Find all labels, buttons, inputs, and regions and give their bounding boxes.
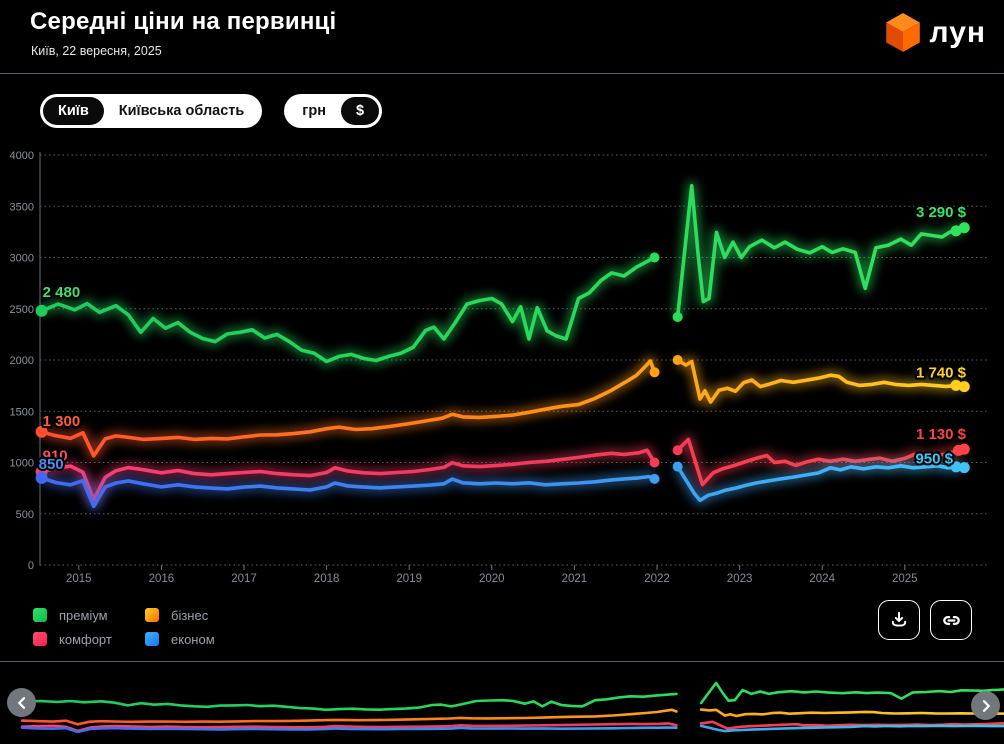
- chevron-left-icon: [17, 696, 25, 709]
- svg-text:1 130 $: 1 130 $: [916, 426, 967, 443]
- region-option-kyiv-oblast[interactable]: Київська область: [103, 97, 260, 125]
- region-option-kyiv[interactable]: Київ: [43, 97, 104, 125]
- svg-text:2017: 2017: [231, 573, 257, 585]
- page-subtitle: Київ, 22 вересня, 2025: [31, 44, 162, 58]
- svg-text:2019: 2019: [396, 573, 422, 585]
- lun-cube-icon: [885, 13, 920, 52]
- lun-logo: лун: [884, 12, 986, 54]
- currency-option-usd[interactable]: $: [340, 97, 380, 125]
- svg-text:2021: 2021: [562, 573, 588, 585]
- brand-wordmark: лун: [929, 16, 986, 49]
- svg-text:850: 850: [39, 456, 64, 473]
- download-icon: [891, 611, 907, 627]
- svg-text:2025: 2025: [892, 573, 918, 585]
- svg-text:3500: 3500: [10, 201, 34, 213]
- legend-item-econom: економ: [145, 627, 215, 651]
- legend-item-premium: преміум: [33, 603, 145, 627]
- header-separator: [0, 73, 1004, 74]
- copy-link-button[interactable]: [930, 600, 972, 640]
- navigator-prev-button[interactable]: [7, 688, 36, 717]
- currency-toggle: грн $: [284, 94, 383, 128]
- svg-text:1 300: 1 300: [43, 413, 81, 430]
- svg-text:2015: 2015: [66, 573, 92, 585]
- link-icon: [942, 615, 960, 625]
- svg-text:1500: 1500: [10, 406, 34, 418]
- navigator-separator: [0, 661, 1004, 662]
- chevron-right-icon: [982, 699, 990, 712]
- chart-controls: Київ Київська область грн $: [40, 94, 383, 128]
- svg-text:2000: 2000: [10, 355, 34, 367]
- legend-label: преміум: [59, 607, 108, 623]
- svg-text:2020: 2020: [479, 573, 505, 585]
- svg-text:4000: 4000: [10, 150, 34, 162]
- svg-text:2023: 2023: [727, 573, 753, 585]
- svg-text:1000: 1000: [10, 458, 34, 470]
- header: Середні ціни на первинці Київ, 22 вересн…: [0, 0, 1004, 73]
- region-toggle: Київ Київська область: [40, 94, 263, 128]
- svg-text:2500: 2500: [10, 304, 34, 316]
- legend-label: бізнес: [171, 607, 209, 623]
- page-title: Середні ціни на первинці: [30, 8, 337, 35]
- chart-legend: преміум бізнес комфорт економ: [33, 603, 215, 651]
- svg-text:0: 0: [28, 560, 34, 572]
- business-swatch-icon: [145, 608, 159, 622]
- legend-item-business: бізнес: [145, 603, 215, 627]
- svg-text:2024: 2024: [809, 573, 835, 585]
- svg-text:3 290 $: 3 290 $: [916, 204, 967, 221]
- svg-text:2022: 2022: [644, 573, 670, 585]
- legend-label: комфорт: [59, 631, 112, 647]
- svg-text:3000: 3000: [10, 253, 34, 265]
- legend-label: економ: [171, 631, 215, 647]
- premium-swatch-icon: [33, 608, 47, 622]
- econom-swatch-icon: [145, 632, 159, 646]
- svg-text:500: 500: [16, 509, 34, 521]
- svg-text:1 740 $: 1 740 $: [916, 365, 967, 382]
- navigator-next-button[interactable]: [971, 691, 1000, 720]
- legend-item-comfort: комфорт: [33, 627, 145, 651]
- svg-text:2016: 2016: [149, 573, 175, 585]
- svg-text:950 $: 950 $: [915, 451, 953, 468]
- download-button[interactable]: [878, 600, 920, 640]
- comfort-swatch-icon: [33, 632, 47, 646]
- currency-option-uah[interactable]: грн: [287, 97, 341, 125]
- svg-text:2 480: 2 480: [43, 284, 81, 301]
- svg-text:2018: 2018: [314, 573, 340, 585]
- svg-text:910: 910: [43, 448, 68, 465]
